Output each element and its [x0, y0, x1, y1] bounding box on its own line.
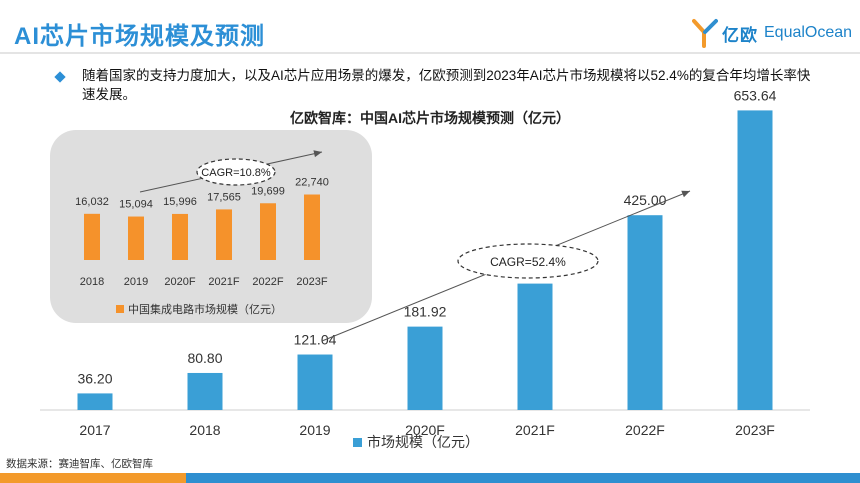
inset-x-tick-label: 2021F: [208, 276, 239, 288]
inset-x-tick-label: 2022F: [252, 276, 283, 288]
main-bar-value-label: 80.80: [187, 350, 222, 366]
main-legend-swatch: [353, 438, 362, 447]
main-cagr-label: CAGR=52.4%: [490, 255, 566, 269]
slide-title: AI芯片市场规模及预测: [14, 23, 265, 50]
logo: 亿欧 EqualOcean: [692, 17, 852, 49]
main-bar-value-label: 425.00: [624, 192, 667, 208]
inset-x-tick-label: 2018: [80, 276, 104, 288]
inset-x-tick-label: 2019: [124, 276, 148, 288]
inset-cagr-ellipse: [196, 158, 276, 186]
inset-legend-swatch: [116, 305, 124, 313]
main-bar-value-label: 121.04: [294, 332, 337, 348]
title-divider: [0, 52, 860, 54]
main-bar-value-label: 653.64: [734, 87, 777, 103]
main-x-tick-label: 2019: [299, 422, 330, 438]
inset-bar-value-label: 15,996: [163, 196, 197, 208]
chart-title: 亿欧智库：中国AI芯片市场规模预测（亿元）: [290, 110, 570, 126]
main-bar: [407, 326, 443, 410]
inset-cagr-label: CAGR=10.8%: [201, 167, 271, 179]
inset-bar: [304, 194, 320, 260]
inset-bar: [128, 216, 144, 260]
main-x-tick-label: 2018: [189, 422, 220, 438]
inset-bar: [260, 203, 276, 260]
inset-legend-label: 中国集成电路市场规模（亿元）: [128, 302, 282, 316]
footer-bar: [0, 473, 860, 483]
main-x-tick-label: 2021F: [515, 422, 555, 438]
footer-bar-orange: [0, 473, 186, 483]
inset-bar: [216, 209, 232, 260]
main-legend-label: 市场规模（亿元）: [367, 434, 479, 450]
footer-bar-blue: [186, 473, 860, 483]
main-bar: [297, 354, 333, 410]
inset-bar: [84, 213, 100, 260]
equalocean-logo-icon: [692, 19, 718, 48]
logo-text-en: EqualOcean: [764, 24, 853, 41]
inset-trend-arrow-head: [313, 150, 322, 158]
inset-bar-value-label: 16,032: [75, 196, 109, 208]
logo-text-cn: 亿欧: [722, 25, 758, 45]
inset-bar-value-label: 17,565: [207, 191, 241, 203]
bullet-text: 随着国家的支持力度加大，以及AI芯片应用场景的爆发，亿欧预测到2023年AI芯片…: [82, 68, 811, 102]
inset-x-tick-label: 2023F: [296, 276, 327, 288]
main-bar: [737, 110, 773, 410]
main-bar: [517, 283, 553, 410]
main-x-tick-label: 2023F: [735, 422, 775, 438]
main-bar: [627, 215, 663, 410]
main-x-tick-label: 2017: [79, 422, 110, 438]
main-x-tick-label: 2022F: [625, 422, 665, 438]
inset-x-tick-label: 2020F: [164, 276, 195, 288]
main-trend-arrow-head: [681, 190, 690, 198]
inset-bar: [172, 213, 188, 260]
main-bar: [77, 393, 113, 410]
inset-bar-value-label: 22,740: [295, 177, 329, 189]
main-bar-value-label: 36.20: [77, 370, 112, 386]
main-cagr-ellipse: [457, 243, 599, 279]
inset-bar-value-label: 15,094: [119, 199, 153, 211]
main-x-tick-label: 2020F: [405, 422, 445, 438]
data-source: 数据来源：赛迪智库、亿欧智库: [6, 458, 153, 470]
main-bar: [187, 372, 223, 410]
inset-bar-value-label: 19,699: [251, 185, 285, 197]
main-bar-value-label: 181.92: [404, 304, 447, 320]
